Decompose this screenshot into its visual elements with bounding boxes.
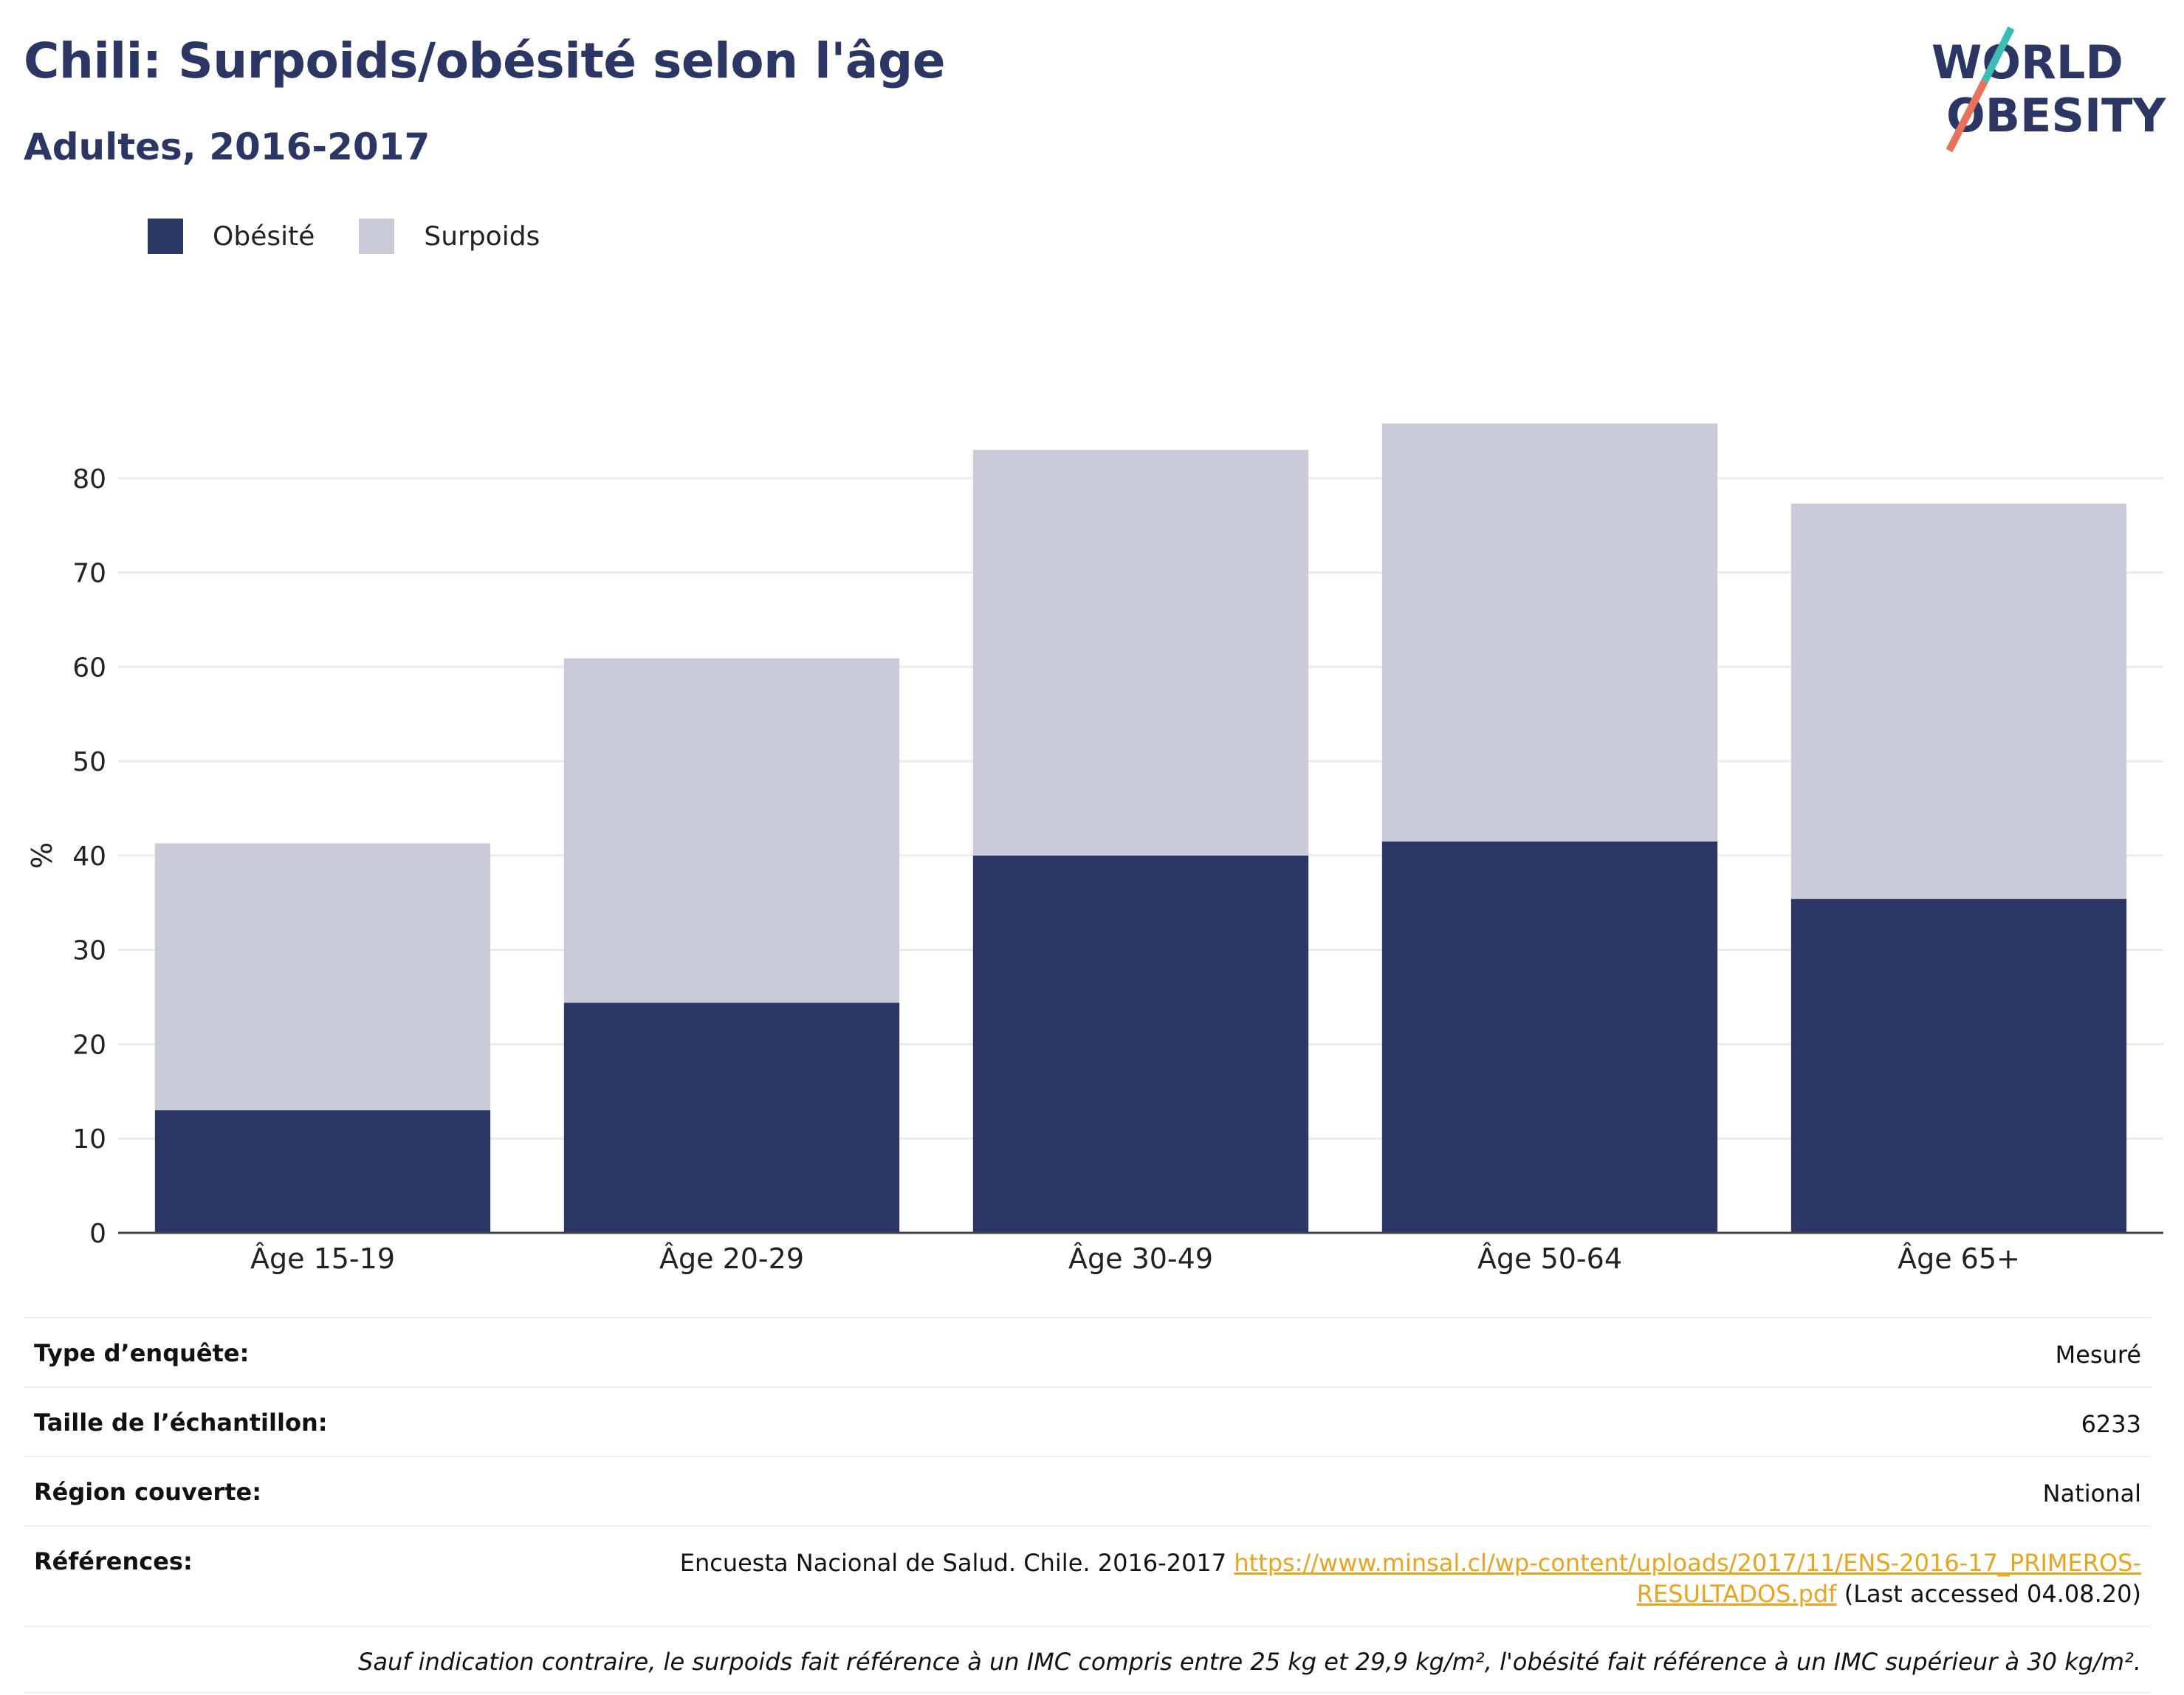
x-tick-label: Âge 50-64 [1477,1242,1622,1275]
info-row-references: Références: Encuesta Nacional de Salud. … [24,1525,2152,1626]
references-value: Encuesta Nacional de Salud. Chile. 2016-… [517,1547,2141,1609]
x-tick-label: Âge 20-29 [659,1242,804,1275]
x-tick-label: Âge 15-19 [250,1242,395,1275]
y-tick-label: 80 [72,464,106,495]
legend-item-obesite[interactable]: Obésité [148,219,315,254]
bar-obesite [563,1003,900,1233]
legend-item-surpoids[interactable]: Surpoids [359,219,540,254]
references-suffix: (Last accessed 04.08.20) [1836,1580,2141,1608]
info-row-sample-size: Taille de l’échantillon: 6233 [24,1386,2152,1456]
legend-label-surpoids: Surpoids [424,221,540,252]
definition-note: Sauf indication contraire, le surpoids f… [358,1648,2141,1676]
logo-line2: OBESITY [1946,89,2166,142]
y-tick-label: 30 [72,936,106,966]
y-tick-label: 40 [72,842,106,872]
legend-swatch-obesite [148,219,183,254]
region-value: National [2042,1479,2141,1507]
info-row-region: Région couverte: National [24,1456,2152,1525]
logo-slash-bottom [1946,79,1988,153]
chart-legend: Obésité Surpoids [148,219,584,254]
references-text: Encuesta Nacional de Salud. Chile. 2016-… [679,1549,1234,1577]
chart-subtitle: Adultes, 2016-2017 [24,126,430,168]
bar-surpoids [1381,423,1718,842]
survey-info-table: Type d’enquête: Mesuré Taille de l’échan… [24,1317,2152,1694]
y-tick-label: 50 [72,747,106,777]
bar-obesite [972,855,1309,1233]
info-row-survey-type: Type d’enquête: Mesuré [24,1317,2152,1386]
y-tick-label: 20 [72,1030,106,1060]
x-tick-label: Âge 65+ [1898,1242,2020,1275]
sample-size-value: 6233 [2081,1410,2141,1438]
region-label: Région couverte: [34,1478,261,1506]
bar-obesite [1790,898,2127,1233]
y-tick-label: 70 [72,559,106,589]
y-tick-label: 60 [72,653,106,683]
bar-surpoids [1790,503,2127,899]
references-label: Références: [34,1547,193,1575]
survey-type-value: Mesuré [2055,1341,2141,1369]
y-axis-label: % [26,842,58,869]
bar-obesite [154,1110,491,1233]
bar-obesite [1381,841,1718,1233]
survey-type-label: Type d’enquête: [34,1339,250,1367]
bar-surpoids [972,450,1309,856]
logo-line1: WORLD [1931,35,2123,89]
bar-surpoids [563,658,900,1003]
y-tick-label: 0 [89,1219,106,1249]
sample-size-label: Taille de l’échantillon: [34,1409,328,1437]
info-row-note: Sauf indication contraire, le surpoids f… [24,1626,2152,1694]
x-tick-label: Âge 30-49 [1068,1242,1213,1275]
chart-title: Chili: Surpoids/obésité selon l'âge [24,32,945,89]
legend-swatch-surpoids [359,219,395,254]
stacked-bar-chart: 0 10 20 30 40 50 60 70 80% Âge 15-19 Âge 20-29 Âge … [26,423,2163,1275]
y-tick-label: 10 [72,1124,106,1155]
logo-slash-top [1981,26,2015,83]
world-obesity-logo: WORLD OBESITY [1931,26,2166,153]
references-link[interactable]: https://www.minsal.cl/wp-content/uploads… [1234,1549,2141,1608]
legend-label-obesite: Obésité [213,221,315,252]
bar-surpoids [154,843,491,1110]
